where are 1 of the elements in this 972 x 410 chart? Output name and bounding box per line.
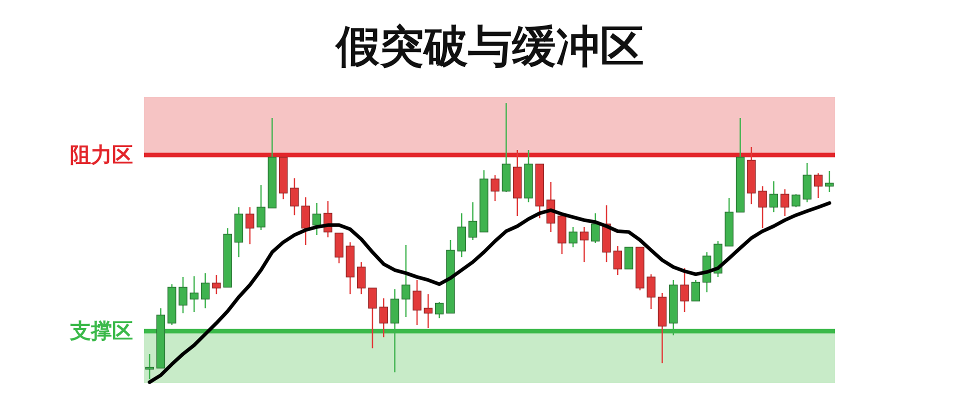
title: 假突破与缓冲区 (336, 22, 644, 72)
